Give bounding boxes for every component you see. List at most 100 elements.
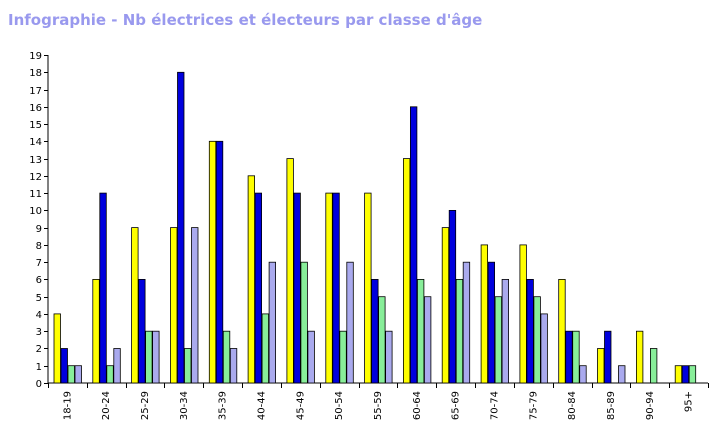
- y-tick-label: 11: [29, 189, 42, 200]
- bar-55-59-s3: [385, 330, 393, 384]
- bar-30-34-s2: [184, 348, 192, 384]
- bar-25-29-s0: [131, 227, 139, 384]
- y-tick-label: 2: [36, 344, 42, 355]
- bar-45-49-s2: [300, 261, 308, 384]
- bar-65-69-s0: [441, 227, 450, 384]
- bar-20-24-s3: [113, 348, 121, 384]
- bar-20-24-s0: [92, 278, 100, 384]
- y-tick-label: 16: [29, 103, 42, 114]
- bar-40-44-s2: [261, 313, 270, 384]
- bar-75-79-s2: [533, 296, 541, 384]
- bar-40-44-s3: [268, 261, 277, 384]
- bar-20-24-s1: [99, 192, 107, 384]
- y-tick-label: 13: [29, 155, 42, 166]
- bar-18-19-s0: [53, 313, 61, 384]
- bar-80-84-s0: [558, 278, 566, 384]
- x-tick-label: 30-34: [179, 391, 190, 420]
- bar-55-59-s1: [371, 278, 379, 384]
- y-tick-label: 15: [29, 120, 42, 131]
- bar-90-94-s2: [650, 348, 658, 384]
- bar-40-44-s0: [247, 175, 256, 384]
- bar-70-74-s1: [487, 261, 496, 384]
- y-tick-label: 4: [36, 310, 42, 321]
- bar-30-34-s1: [177, 71, 185, 384]
- x-tick-label: 85-89: [606, 391, 617, 420]
- bar-18-19-s3: [74, 365, 82, 384]
- y-tick-label: 14: [29, 137, 42, 148]
- y-tick-label: 0: [36, 379, 42, 390]
- bar-75-79-s1: [526, 278, 534, 384]
- x-tick-label: 18-19: [62, 391, 73, 420]
- x-tick-label: 40-44: [257, 391, 268, 420]
- bar-80-84-s3: [579, 365, 587, 384]
- y-tick-label: 10: [29, 206, 42, 217]
- y-tick-label: 9: [36, 224, 42, 235]
- bar-50-54-s3: [346, 261, 354, 384]
- bar-55-59-s0: [364, 192, 372, 384]
- x-tick-label: 45-49: [295, 391, 306, 420]
- bar-18-19-s2: [67, 365, 75, 384]
- bar-70-74-s3: [501, 278, 510, 384]
- bar-60-64-s0: [402, 158, 411, 384]
- x-tick-label: 80-84: [567, 391, 578, 420]
- bar-65-69-s2: [455, 278, 464, 384]
- chart-bars: [53, 71, 697, 384]
- bar-50-54-s2: [339, 330, 347, 384]
- bar-60-64-s3: [423, 296, 432, 384]
- bar-80-84-s2: [572, 330, 580, 384]
- y-tick-label: 17: [29, 86, 42, 97]
- x-tick-label: 20-24: [101, 391, 112, 420]
- y-tick-label: 1: [36, 362, 42, 373]
- y-tick-label: 5: [36, 293, 42, 304]
- bar-55-59-s2: [378, 296, 386, 384]
- bar-30-34-s0: [170, 227, 178, 384]
- bar-60-64-s1: [409, 106, 418, 384]
- bar-30-34-s3: [191, 227, 199, 384]
- bar-18-19-s1: [60, 348, 68, 384]
- chart-title: Infographie - Nb électrices et électeurs…: [8, 11, 483, 29]
- bar-50-54-s1: [332, 192, 340, 384]
- x-tick-label: 50-54: [334, 391, 345, 420]
- bar-95+-s0: [674, 365, 683, 384]
- bar-95+-s1: [681, 365, 690, 384]
- y-tick-label: 7: [36, 258, 42, 269]
- y-tick-label: 6: [36, 275, 42, 286]
- y-tick-label: 12: [29, 172, 42, 183]
- bar-65-69-s3: [462, 261, 471, 384]
- bar-25-29-s3: [152, 330, 160, 384]
- bar-35-39-s3: [229, 348, 238, 384]
- x-tick-label: 90-94: [645, 391, 656, 420]
- bar-70-74-s0: [480, 244, 489, 384]
- bar-35-39-s2: [222, 330, 231, 384]
- bar-45-49-s1: [293, 192, 301, 384]
- bar-75-79-s3: [540, 313, 548, 384]
- x-tick-label: 65-69: [451, 391, 462, 420]
- bar-85-89-s0: [597, 348, 605, 384]
- bar-45-49-s0: [286, 158, 294, 384]
- bar-35-39-s0: [208, 140, 217, 384]
- x-tick-label: 75-79: [528, 391, 539, 420]
- y-tick-label: 8: [36, 241, 42, 252]
- bar-85-89-s1: [604, 330, 612, 384]
- bar-25-29-s2: [145, 330, 153, 384]
- bar-65-69-s1: [448, 209, 457, 384]
- bar-80-84-s1: [565, 330, 573, 384]
- x-tick-label: 70-74: [489, 391, 500, 420]
- bar-35-39-s1: [215, 140, 224, 384]
- bar-85-89-s3: [618, 365, 626, 384]
- bar-20-24-s2: [106, 365, 114, 384]
- y-tick-label: 18: [29, 68, 42, 79]
- bar-60-64-s2: [416, 278, 425, 384]
- bar-40-44-s1: [254, 192, 263, 384]
- x-tick-label: 55-59: [373, 391, 384, 420]
- x-tick-label: 60-64: [412, 391, 423, 420]
- y-tick-label: 3: [36, 327, 42, 338]
- y-tick-label: 19: [29, 51, 42, 62]
- bar-90-94-s0: [636, 330, 644, 384]
- bar-25-29-s1: [138, 278, 146, 384]
- bar-95+-s2: [688, 365, 697, 384]
- x-tick-label: 25-29: [140, 391, 151, 420]
- bar-45-49-s3: [307, 330, 315, 384]
